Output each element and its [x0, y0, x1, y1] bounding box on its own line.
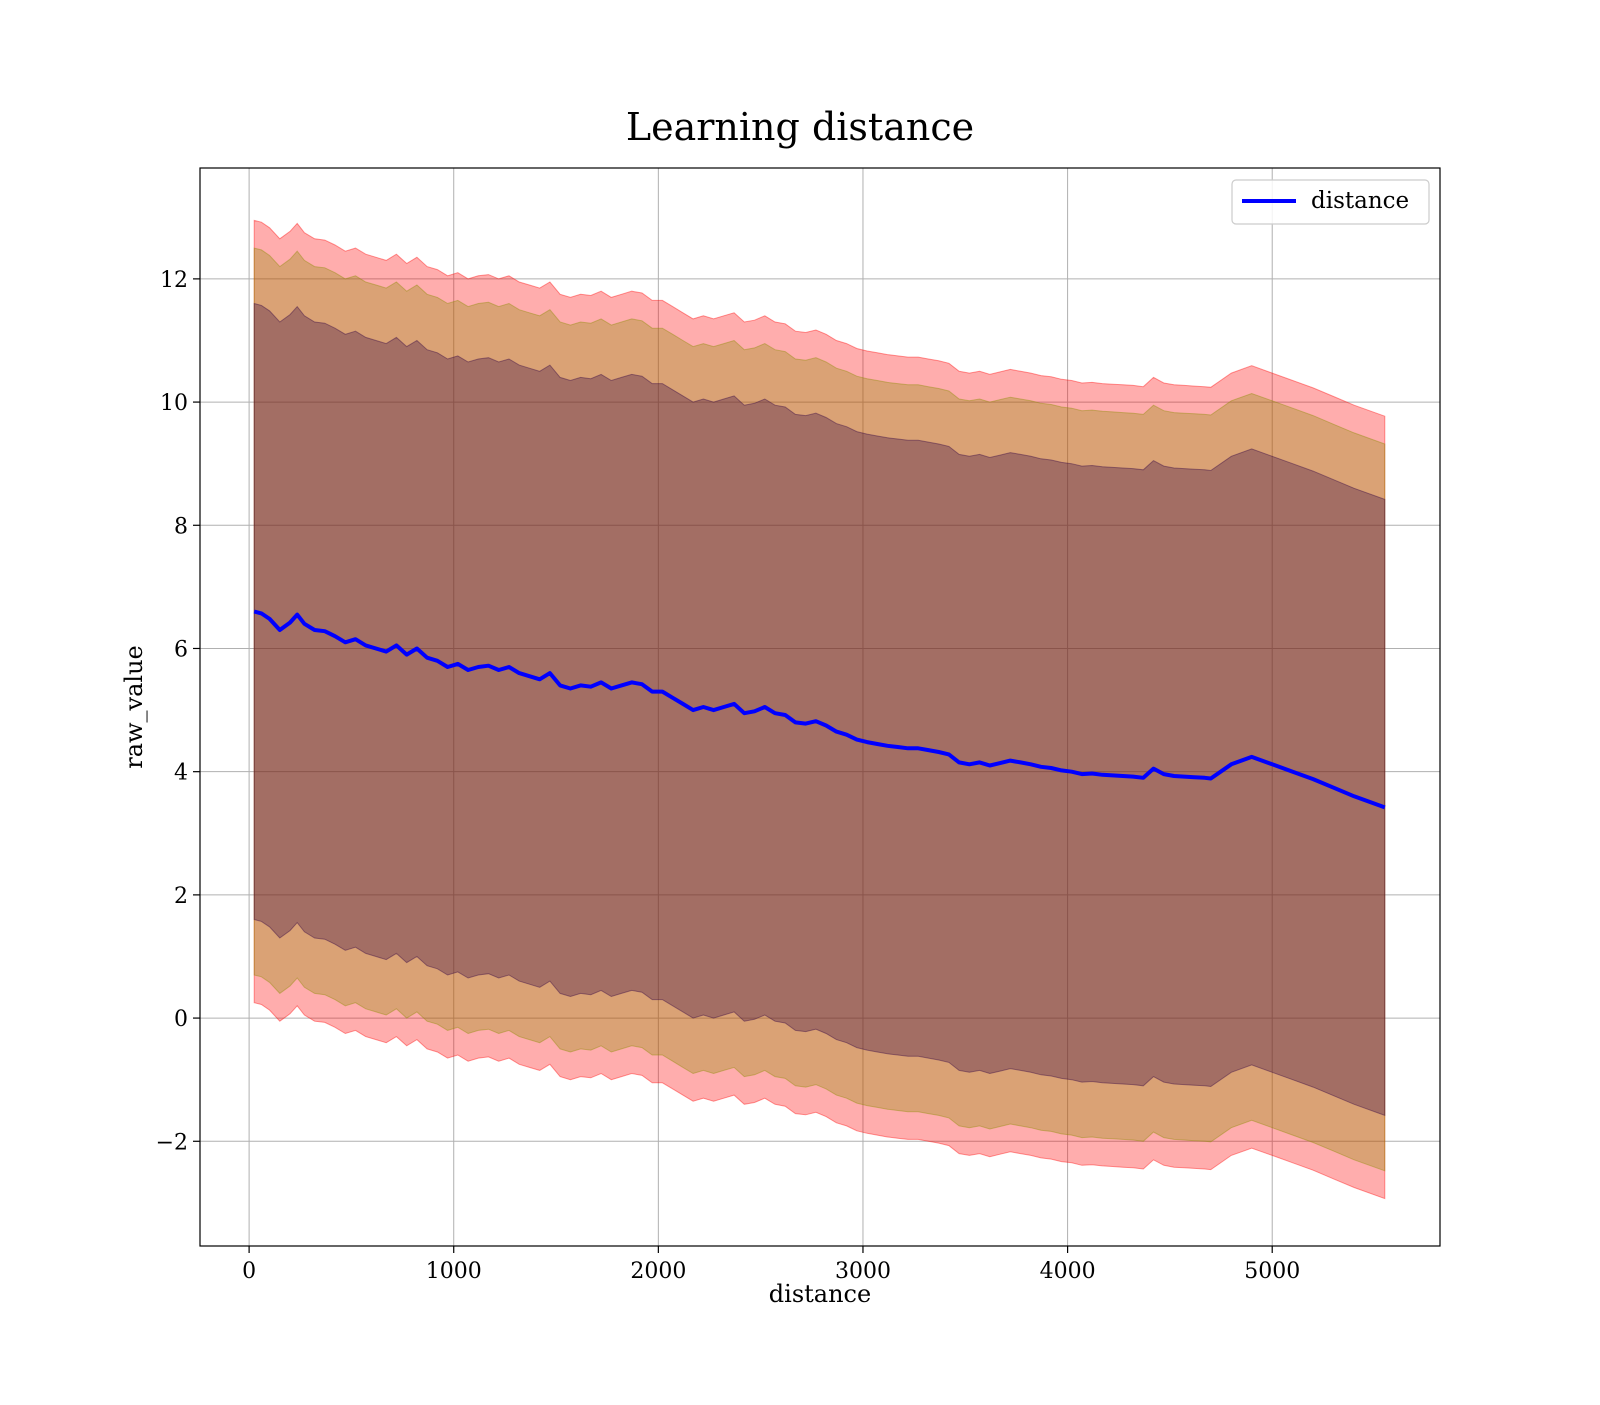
series-line-distance	[253, 609, 1386, 810]
y-tick-label: 0	[174, 1007, 188, 1032]
y-tick-label: 6	[174, 637, 188, 662]
chart-title: Learning distance	[626, 105, 974, 149]
y-tick-label: 10	[160, 391, 188, 416]
x-tick-label: 3000	[835, 1259, 891, 1284]
x-tick-label: 4000	[1040, 1259, 1096, 1284]
grid	[200, 168, 1440, 1246]
y-tick-label: 4	[174, 761, 188, 786]
y-tick-label: −2	[156, 1130, 188, 1155]
axis-ticks: 0 1000 2000 3000 4000 5000 −2 0 2 4 6 8 10 12	[156, 268, 1301, 1284]
x-tick-label: 2000	[630, 1259, 686, 1284]
inner-band	[253, 302, 1386, 1117]
series-lines	[253, 609, 1386, 810]
y-tick-label: 8	[174, 514, 188, 539]
legend: distance	[1231, 179, 1430, 225]
x-tick-label: 5000	[1244, 1259, 1300, 1284]
plot-frame	[199, 167, 1441, 1247]
middle-band	[253, 247, 1386, 1172]
legend-box	[1231, 179, 1430, 225]
y-axis-label: raw_value	[120, 645, 148, 769]
legend-label: distance	[1311, 188, 1409, 214]
confidence-bands	[253, 219, 1386, 1200]
outer-band	[253, 219, 1386, 1200]
x-tick-label: 0	[242, 1259, 256, 1284]
y-tick-label: 12	[160, 268, 188, 293]
x-axis-label: distance	[769, 1280, 871, 1308]
x-tick-label: 1000	[426, 1259, 482, 1284]
y-tick-label: 2	[174, 884, 188, 909]
